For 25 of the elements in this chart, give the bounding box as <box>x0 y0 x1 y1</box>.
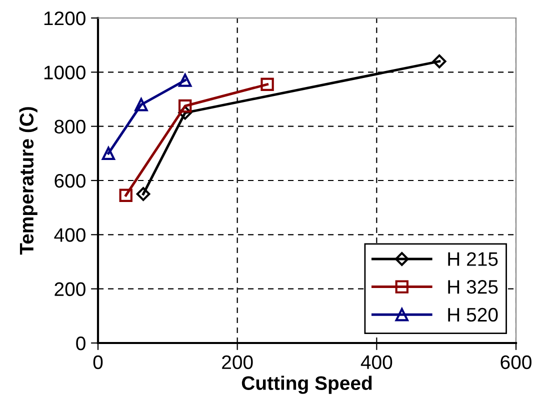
point <box>432 54 446 68</box>
point <box>178 106 192 120</box>
y-axis-title: Temperature (C) <box>19 107 38 255</box>
y-tick-label: 0 <box>76 336 86 350</box>
legend-label: H 215 <box>448 252 498 266</box>
x-tick-label: 200 <box>222 355 253 370</box>
y-tick-label: 800 <box>54 120 86 134</box>
point <box>134 98 148 112</box>
x-tick-label: 400 <box>360 355 392 370</box>
point <box>260 78 274 91</box>
y-tick-label: 1000 <box>44 66 86 80</box>
y-tick-label: 600 <box>54 174 86 188</box>
y-tick-label: 1200 <box>44 11 86 26</box>
point <box>119 188 132 202</box>
x-axis-title: Cutting Speed <box>242 376 372 394</box>
legend-label: H 520 <box>448 308 498 322</box>
point <box>136 187 150 201</box>
y-tick-label: 400 <box>54 228 86 242</box>
point <box>178 74 192 87</box>
point <box>178 99 192 113</box>
y-tick-label: 200 <box>54 282 86 296</box>
x-tick-label: 600 <box>500 355 532 370</box>
point <box>102 146 116 160</box>
legend-label: H 325 <box>448 280 498 294</box>
x-tick-label: 0 <box>93 355 103 370</box>
